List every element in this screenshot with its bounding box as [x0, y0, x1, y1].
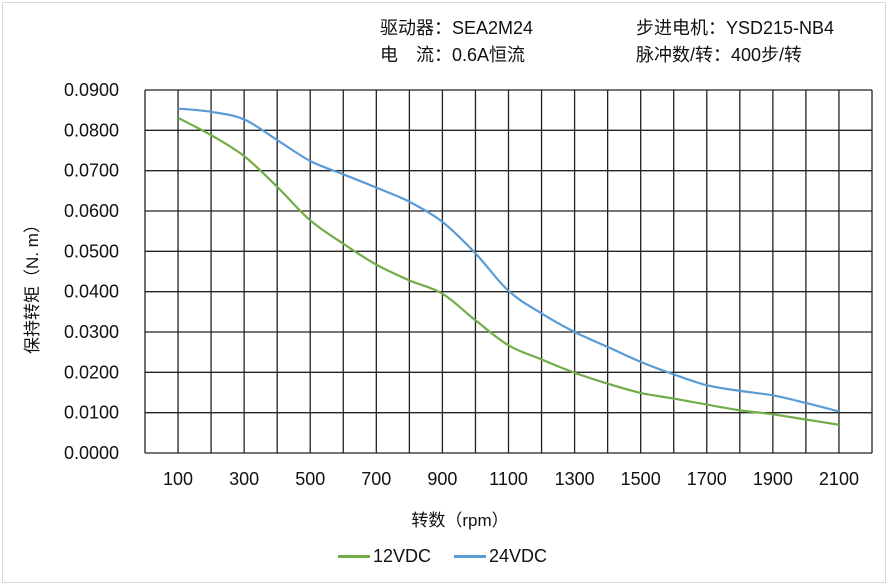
- legend-swatch-12vdc: [338, 555, 370, 558]
- x-tick-label: 900: [427, 469, 457, 489]
- x-tick-label: 1900: [753, 469, 793, 489]
- y-tick-label: 0.0400: [64, 282, 119, 302]
- legend-item-12vdc: 12VDC: [338, 546, 431, 567]
- grid: [144, 89, 873, 454]
- x-tick-label: 300: [229, 469, 259, 489]
- y-tick-label: 0.0100: [64, 403, 119, 423]
- x-tick-label: 2100: [819, 469, 859, 489]
- series-lines: [177, 107, 840, 426]
- y-tick-labels: 0.0000 0.0100 0.0200 0.0300 0.0400 0.0500 0.06…: [64, 80, 119, 463]
- y-tick-label: 0.0600: [64, 201, 119, 221]
- y-tick-label: 0.0500: [64, 241, 119, 261]
- x-axis-title: 转数（rpm）: [411, 511, 508, 530]
- driver-info: 驱动器：SEA2M24: [380, 18, 534, 38]
- current-info: 电 流：0.6A恒流: [380, 45, 526, 65]
- pulses-info: 脉冲数/转：400步/转: [636, 45, 803, 65]
- x-tick-label: 1300: [555, 469, 595, 489]
- y-tick-label: 0.0900: [64, 80, 119, 100]
- x-tick-labels: 100 300 500 700 900 1100 1300 1500 1700 1900 2100: [163, 469, 859, 489]
- x-tick-label: 1100: [489, 469, 528, 489]
- y-tick-label: 0.0200: [64, 362, 119, 382]
- legend-label-24vdc: 24VDC: [489, 546, 548, 566]
- y-tick-label: 0.0000: [64, 443, 119, 463]
- x-tick-label: 700: [361, 469, 391, 489]
- legend-swatch-24vdc: [454, 555, 486, 558]
- motor-info: 步进电机：YSD215-NB4: [636, 18, 835, 38]
- y-axis-title: 保持转矩（N. m）: [23, 216, 42, 354]
- legend-label-12vdc: 12VDC: [373, 546, 432, 566]
- series-line-24vdc: [177, 107, 840, 413]
- y-tick-label: 0.0700: [64, 161, 119, 181]
- y-tick-label: 0.0300: [64, 322, 119, 342]
- x-tick-label: 100: [163, 469, 193, 489]
- series-line-12vdc: [177, 116, 840, 426]
- legend-item-24vdc: 24VDC: [454, 546, 547, 567]
- x-tick-label: 1700: [687, 469, 727, 489]
- x-tick-label: 500: [295, 469, 325, 489]
- y-tick-label: 0.0800: [64, 120, 119, 140]
- x-tick-label: 1500: [621, 469, 661, 489]
